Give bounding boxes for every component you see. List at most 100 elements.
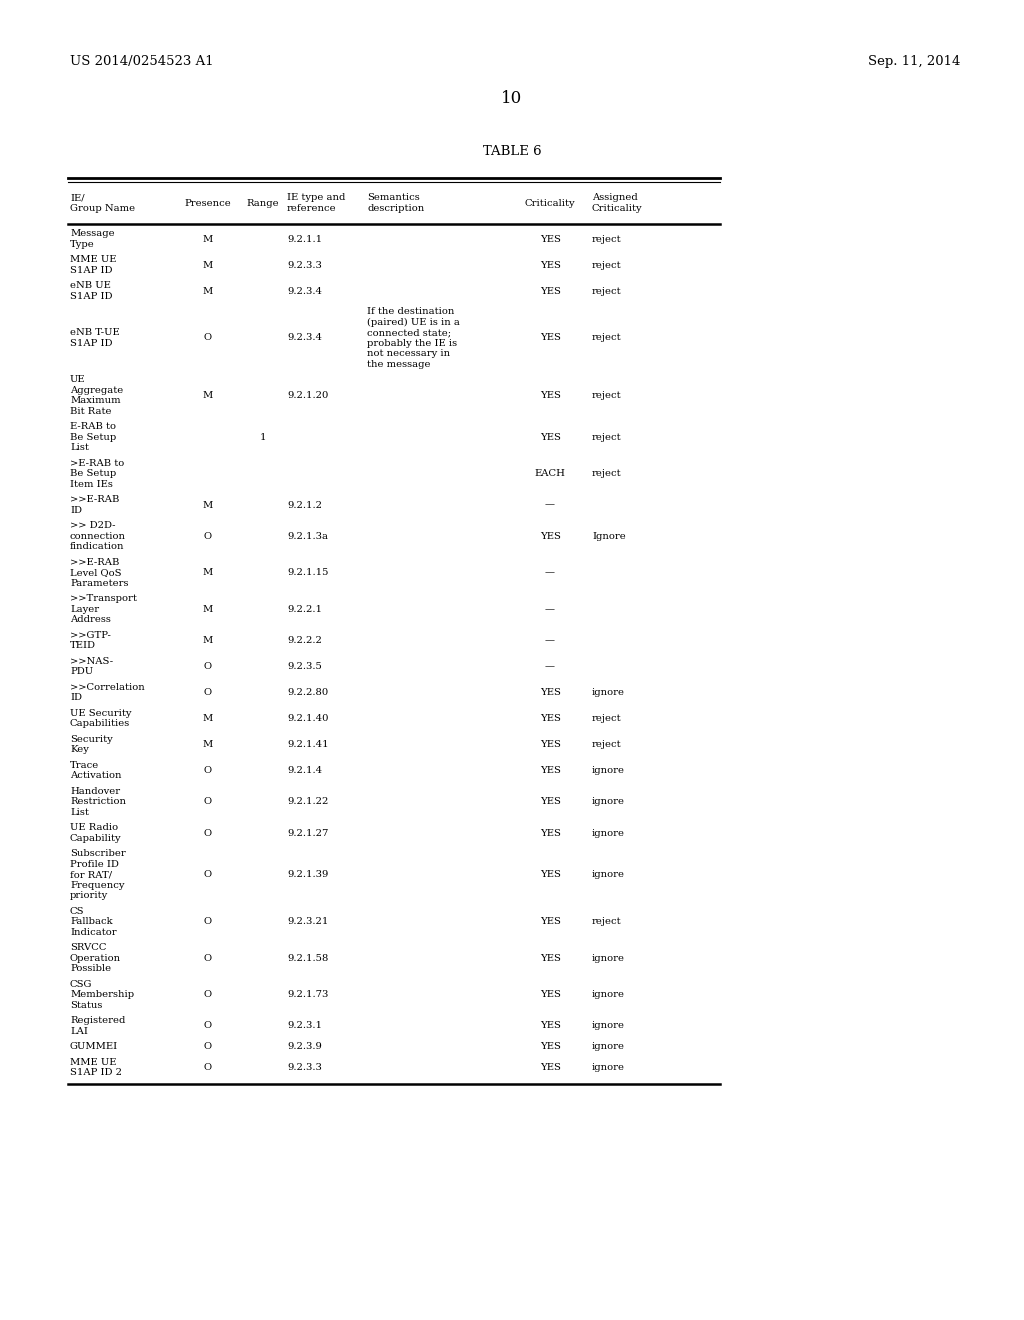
Text: YES: YES [540,688,560,697]
Text: If the destination
(paired) UE is in a
connected state;
probably the IE is
not n: If the destination (paired) UE is in a c… [367,308,460,368]
Text: YES: YES [540,917,560,927]
Text: 9.2.3.1: 9.2.3.1 [287,1022,322,1031]
Text: >>NAS-
PDU: >>NAS- PDU [70,657,113,676]
Text: 9.2.1.27: 9.2.1.27 [287,829,329,837]
Text: ignore: ignore [592,766,625,775]
Text: YES: YES [540,1063,560,1072]
Text: YES: YES [540,797,560,807]
Text: 9.2.3.5: 9.2.3.5 [287,663,322,671]
Text: US 2014/0254523 A1: US 2014/0254523 A1 [70,55,214,69]
Text: Presence: Presence [184,198,230,207]
Text: YES: YES [540,235,560,243]
Text: Criticality: Criticality [524,198,575,207]
Text: 9.2.1.58: 9.2.1.58 [287,954,329,962]
Text: 10: 10 [502,90,522,107]
Text: M: M [203,391,213,400]
Text: MME UE
S1AP ID 2: MME UE S1AP ID 2 [70,1057,122,1077]
Text: >>GTP-
TEID: >>GTP- TEID [70,631,111,651]
Text: YES: YES [540,829,560,837]
Text: —: — [545,605,555,614]
Text: >> D2D-
connection
findication: >> D2D- connection findication [70,521,126,552]
Text: IE/
Group Name: IE/ Group Name [70,193,135,213]
Text: 9.2.2.2: 9.2.2.2 [287,636,322,645]
Text: reject: reject [592,741,622,748]
Text: 9.2.1.73: 9.2.1.73 [287,990,329,999]
Text: 9.2.3.3: 9.2.3.3 [287,260,322,269]
Text: 9.2.1.15: 9.2.1.15 [287,568,329,577]
Text: ignore: ignore [592,1022,625,1031]
Text: O: O [204,334,212,342]
Text: ignore: ignore [592,797,625,807]
Text: reject: reject [592,260,622,269]
Text: Range: Range [246,198,279,207]
Text: O: O [204,766,212,775]
Text: UE
Aggregate
Maximum
Bit Rate: UE Aggregate Maximum Bit Rate [70,375,123,416]
Text: O: O [204,797,212,807]
Text: CSG
Membership
Status: CSG Membership Status [70,979,134,1010]
Text: 9.2.1.2: 9.2.1.2 [287,500,322,510]
Text: reject: reject [592,469,622,478]
Text: TABLE 6: TABLE 6 [482,145,542,158]
Text: reject: reject [592,286,622,296]
Text: YES: YES [540,334,560,342]
Text: 1: 1 [259,433,266,442]
Text: IE type and
reference: IE type and reference [287,193,345,213]
Text: Message
Type: Message Type [70,230,115,248]
Text: EACH: EACH [535,469,565,478]
Text: MME UE
S1AP ID: MME UE S1AP ID [70,255,117,275]
Text: O: O [204,954,212,962]
Text: M: M [203,235,213,243]
Text: YES: YES [540,391,560,400]
Text: 9.2.1.41: 9.2.1.41 [287,741,329,748]
Text: YES: YES [540,433,560,442]
Text: UE Security
Capabilities: UE Security Capabilities [70,709,131,729]
Text: Semantics
description: Semantics description [367,193,424,213]
Text: YES: YES [540,990,560,999]
Text: 9.2.1.22: 9.2.1.22 [287,797,329,807]
Text: GUMMEI: GUMMEI [70,1043,118,1051]
Text: 9.2.3.4: 9.2.3.4 [287,286,322,296]
Text: O: O [204,688,212,697]
Text: ignore: ignore [592,829,625,837]
Text: YES: YES [540,766,560,775]
Text: M: M [203,568,213,577]
Text: Trace
Activation: Trace Activation [70,760,122,780]
Text: Ignore: Ignore [592,532,626,541]
Text: Handover
Restriction
List: Handover Restriction List [70,787,126,817]
Text: 9.2.1.1: 9.2.1.1 [287,235,323,243]
Text: 9.2.2.80: 9.2.2.80 [287,688,329,697]
Text: 9.2.1.40: 9.2.1.40 [287,714,329,723]
Text: —: — [545,500,555,510]
Text: SRVCC
Operation
Possible: SRVCC Operation Possible [70,944,121,973]
Text: eNB T-UE
S1AP ID: eNB T-UE S1AP ID [70,329,120,347]
Text: reject: reject [592,334,622,342]
Text: 9.2.3.4: 9.2.3.4 [287,334,322,342]
Text: >>Correlation
ID: >>Correlation ID [70,682,144,702]
Text: >>E-RAB
Level QoS
Parameters: >>E-RAB Level QoS Parameters [70,558,128,587]
Text: 9.2.1.20: 9.2.1.20 [287,391,329,400]
Text: ignore: ignore [592,870,625,879]
Text: 9.2.1.39: 9.2.1.39 [287,870,329,879]
Text: eNB UE
S1AP ID: eNB UE S1AP ID [70,281,113,301]
Text: O: O [204,532,212,541]
Text: Security
Key: Security Key [70,735,113,754]
Text: YES: YES [540,1022,560,1031]
Text: ignore: ignore [592,990,625,999]
Text: reject: reject [592,433,622,442]
Text: Assigned
Criticality: Assigned Criticality [592,193,643,213]
Text: >>E-RAB
ID: >>E-RAB ID [70,495,120,515]
Text: YES: YES [540,954,560,962]
Text: YES: YES [540,286,560,296]
Text: Sep. 11, 2014: Sep. 11, 2014 [867,55,961,69]
Text: M: M [203,500,213,510]
Text: —: — [545,663,555,671]
Text: O: O [204,663,212,671]
Text: reject: reject [592,235,622,243]
Text: O: O [204,917,212,927]
Text: Subscriber
Profile ID
for RAT/
Frequency
priority: Subscriber Profile ID for RAT/ Frequency… [70,850,126,900]
Text: Registered
LAI: Registered LAI [70,1016,125,1036]
Text: ignore: ignore [592,1043,625,1051]
Text: ignore: ignore [592,954,625,962]
Text: YES: YES [540,1043,560,1051]
Text: M: M [203,605,213,614]
